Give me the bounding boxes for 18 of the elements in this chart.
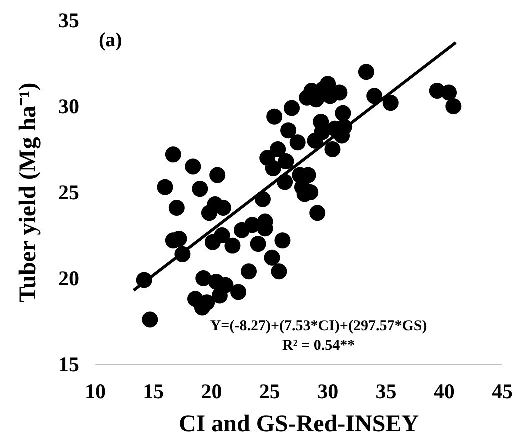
x-tick-label: 10 <box>85 380 106 404</box>
y-axis-title: Tuber yield (Mg ha⁻¹) <box>16 82 42 303</box>
y-tick-label: 30 <box>58 94 80 118</box>
annotation: R² = 0.54** <box>282 338 356 354</box>
y-tick-label: 35 <box>58 8 80 32</box>
y-tick-label: 20 <box>58 266 80 290</box>
x-tick-label: 40 <box>434 380 455 404</box>
annotation: Y=(-8.27)+(7.53*CI)+(297.57*GS) <box>210 318 428 334</box>
x-tick-label: 35 <box>376 380 397 404</box>
y-tick-label: 15 <box>58 352 80 376</box>
x-axis-title: CI and GS-Red-INSEY <box>178 412 420 438</box>
x-tick-label: 15 <box>143 380 164 404</box>
x-tick-label: 25 <box>259 380 280 404</box>
x-tick-label: 45 <box>492 380 513 404</box>
annotation: (a) <box>98 29 122 52</box>
x-tick-label: 30 <box>318 380 339 404</box>
y-tick-label: 25 <box>58 180 80 204</box>
x-tick-label: 20 <box>201 380 222 404</box>
